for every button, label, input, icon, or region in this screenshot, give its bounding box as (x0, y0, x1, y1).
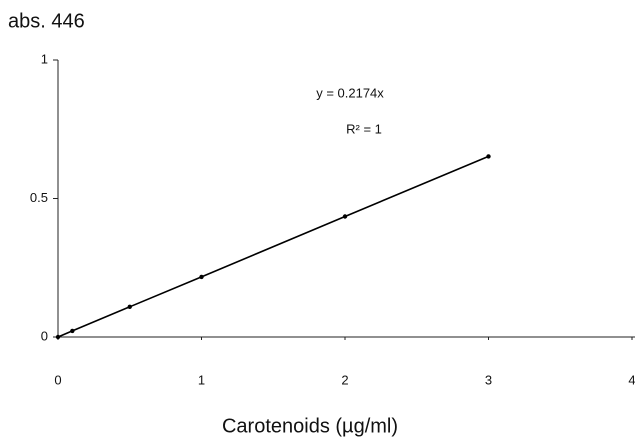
x-tick-label: 0 (54, 372, 61, 387)
r-squared: R² = 1 (346, 121, 382, 136)
y-axis-title: abs. 446 (8, 10, 85, 32)
x-tick-label: 1 (198, 372, 205, 387)
point (70, 329, 74, 333)
point (486, 154, 490, 158)
x-tick-label: 2 (341, 372, 348, 387)
x-axis-title: Carotenoids (µg/ml) (222, 415, 398, 437)
chart: abs. 446 Carotenoids (µg/ml) y = 0.2174x… (0, 0, 635, 442)
point (343, 214, 347, 218)
x-tick-label: 3 (485, 372, 492, 387)
y-tick-label: 0 (41, 328, 48, 343)
trend-line (58, 156, 489, 337)
point (128, 305, 132, 309)
y-tick-label: 1 (41, 51, 48, 66)
equation: y = 0.2174x (316, 85, 384, 100)
y-tick-label: 0.5 (30, 190, 48, 205)
point (56, 335, 60, 339)
point (199, 275, 203, 279)
x-tick-label: 4 (628, 372, 635, 387)
